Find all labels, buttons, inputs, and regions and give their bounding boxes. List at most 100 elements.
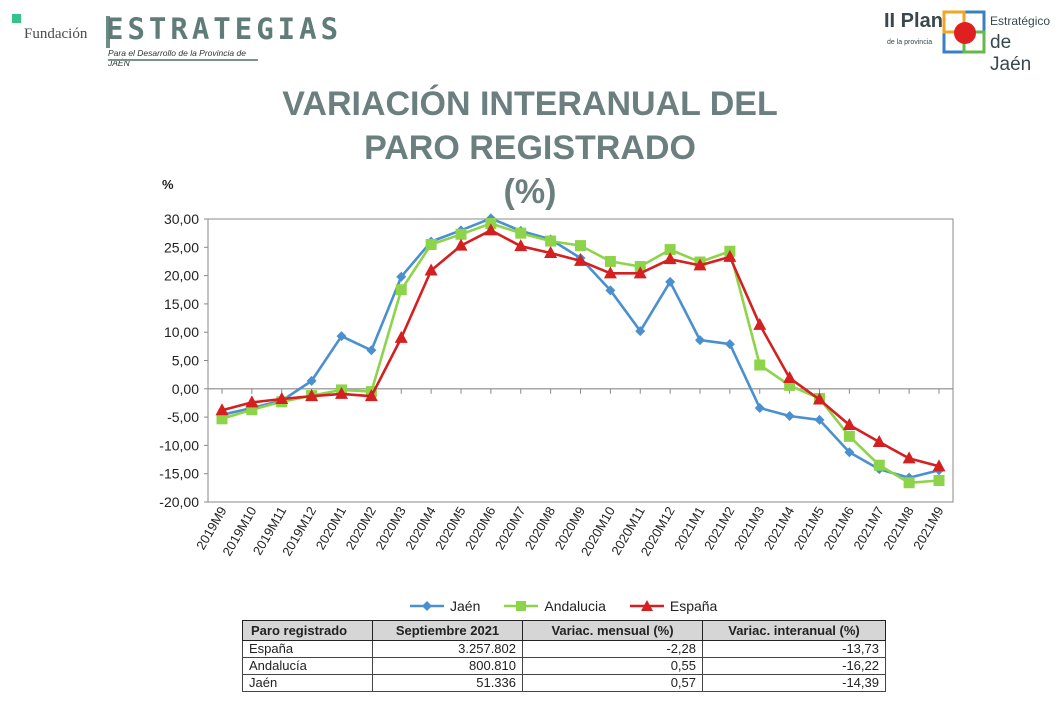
data-point-espaa — [394, 330, 408, 343]
data-point-andalucia — [933, 474, 945, 486]
table-cell: 800.810 — [372, 657, 523, 675]
table-cell: -13,73 — [702, 640, 886, 658]
chart-title-line-3: (%) — [503, 173, 557, 211]
legend-item-espana: España — [629, 598, 718, 614]
table-cell: 51.336 — [372, 674, 523, 692]
legend-item-jaen: Jaén — [410, 598, 480, 614]
data-point-espaa — [454, 238, 468, 251]
line-chart: 30,00 25,00 20,00 15,00 10,00 5,00 0,00 -5,00 -1… — [159, 211, 954, 558]
table-cell: Jaén — [242, 674, 373, 692]
data-point-jan — [665, 276, 676, 287]
data-point-jan — [844, 447, 855, 458]
table-cell: 0,55 — [522, 657, 703, 675]
logo-estrategias-text: ESTRATEGIAS — [106, 12, 343, 46]
data-point-andalucia — [545, 235, 557, 247]
logo-provincia-text: de la provincia — [887, 39, 933, 46]
fundacion-estrategias-logo: Fundación ESTRATEGIAS Para el Desarrollo… — [12, 12, 338, 68]
data-point-andalucia — [455, 228, 467, 240]
y-tick-label: 0,00 — [172, 381, 199, 397]
data-point-andalucia — [784, 379, 796, 391]
table-header-row: Paro registrado Septiembre 2021 Variac. … — [242, 620, 886, 641]
data-point-espaa — [932, 459, 946, 472]
logo-square-icon — [12, 14, 21, 23]
table-cell: España — [242, 640, 373, 658]
table-cell: -14,39 — [702, 674, 886, 692]
chart-title-line-1: VARIACIÓN INTERANUAL DEL — [282, 85, 778, 123]
logo-plan-text: II Plan — [884, 10, 943, 32]
data-point-espaa — [574, 253, 587, 266]
table-cell: -16,22 — [702, 657, 886, 675]
y-tick-label: -5,00 — [167, 409, 199, 425]
table-cell: Andalucía — [242, 657, 373, 675]
legend-item-andalucia: Andalucia — [504, 598, 606, 614]
table-header-cell: Variac. mensual (%) — [522, 620, 703, 641]
data-point-espaa — [364, 389, 378, 402]
logo-jaen-text: de Jaén — [990, 32, 1032, 75]
y-tick-label: 15,00 — [164, 296, 199, 312]
plan-estrategico-logo: II Plan de la provincia Estratégico de J… — [884, 8, 1054, 75]
chart-title-line-2: PARO REGISTRADO — [364, 129, 696, 167]
y-tick-label: 5,00 — [172, 353, 199, 369]
y-tick-label: 30,00 — [164, 211, 199, 227]
data-point-espaa — [813, 392, 826, 405]
legend-jaen-label: Jaén — [450, 598, 481, 614]
data-point-espaa — [723, 249, 737, 262]
data-point-andalucia — [216, 413, 228, 425]
data-point-espaa — [335, 386, 348, 399]
table-row: Jaén 51.336 0,57 -14,39 — [242, 674, 886, 692]
data-point-jan — [814, 414, 825, 425]
table-cell: 3.257.802 — [372, 640, 523, 658]
data-point-espaa — [275, 391, 289, 404]
paro-summary-table: Paro registrado Septiembre 2021 Variac. … — [242, 620, 886, 692]
legend-espana-symbol-icon — [629, 600, 664, 611]
data-point-espaa — [544, 245, 558, 258]
data-point-espaa — [783, 371, 797, 384]
data-point-andalucia — [246, 404, 258, 416]
table-row: Andalucía 800.810 0,55 -16,22 — [242, 657, 886, 675]
data-point-jan — [635, 326, 646, 337]
data-point-espaa — [514, 239, 528, 252]
table-cell: -2,28 — [522, 640, 703, 658]
data-point-jan — [366, 345, 377, 356]
data-point-andalucia — [425, 238, 437, 250]
data-point-espaa — [842, 418, 856, 431]
data-point-espaa — [215, 403, 229, 416]
data-point-espaa — [872, 435, 886, 448]
y-tick-label: -15,00 — [159, 466, 199, 482]
data-point-andalucia — [873, 459, 885, 471]
legend-andalucia-symbol-icon — [504, 601, 539, 611]
logo-fundacion-text: Fundación — [24, 26, 88, 42]
data-point-espaa — [603, 266, 617, 279]
legend-andalucia-label: Andalucia — [544, 598, 606, 614]
y-tick-label: 20,00 — [164, 268, 199, 284]
table-header-cell: Variac. interanual (%) — [702, 620, 886, 641]
logo-subtitle: Para el Desarrollo de la Provincia de JA… — [108, 48, 246, 68]
data-point-jan — [724, 339, 735, 350]
data-point-andalucia — [843, 430, 855, 442]
data-point-espaa — [484, 223, 498, 236]
y-tick-label: -20,00 — [159, 494, 199, 510]
data-point-espaa — [663, 252, 677, 265]
data-point-espaa — [693, 258, 707, 271]
data-point-andalucia — [664, 244, 676, 256]
data-point-andalucia — [575, 240, 586, 252]
data-point-andalucia — [903, 477, 915, 489]
legend-jaen-symbol-icon — [410, 601, 444, 611]
chart-legend: Jaén Andalucia España — [410, 598, 717, 614]
data-point-espaa — [424, 263, 438, 276]
y-tick-label: -10,00 — [159, 437, 199, 453]
data-point-jan — [306, 375, 317, 386]
data-point-espaa — [902, 451, 916, 464]
data-point-espaa — [753, 317, 767, 330]
data-point-jan — [784, 410, 795, 421]
logo-estrategico-text: Estratégico — [990, 14, 1051, 28]
data-point-espaa — [245, 395, 259, 408]
logo-underline — [108, 59, 258, 61]
data-point-andalucia — [754, 359, 766, 371]
data-point-espaa — [305, 389, 319, 402]
y-tick-label: 25,00 — [164, 239, 199, 255]
legend-espana-label: España — [669, 598, 718, 614]
logo-bar — [106, 16, 110, 48]
chart-title: VARIACIÓN INTERANUAL DEL PARO REGISTRADO… — [180, 82, 880, 214]
data-point-jan — [754, 403, 765, 414]
